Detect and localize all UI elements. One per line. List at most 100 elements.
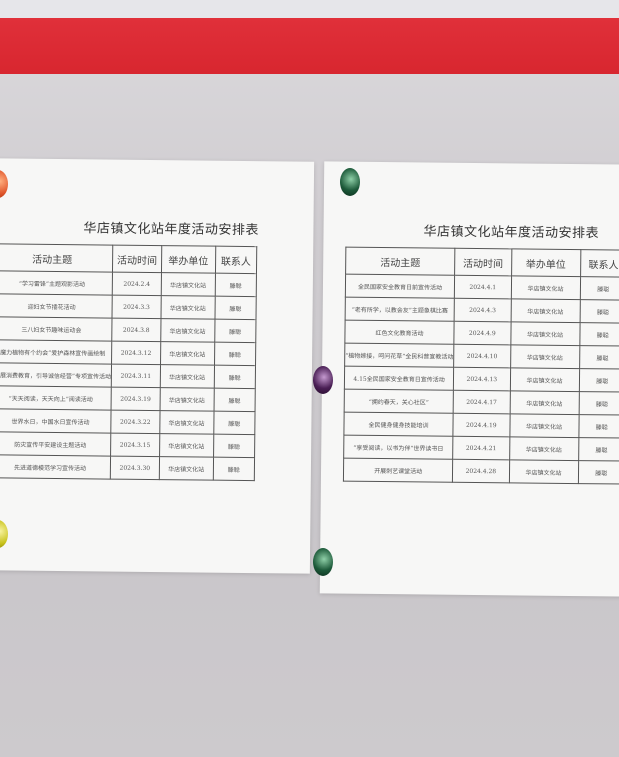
red-band: [0, 18, 619, 74]
table-row: 红色文化教育活动 2024.4.9 华店镇文化站 滕聪: [344, 320, 619, 347]
table-cell: 滕聪: [578, 368, 619, 393]
table-cell: 2024.4.21: [452, 436, 510, 460]
table-cell: “植物嫁接，呵问花草”全民科普宣教活动: [344, 343, 455, 368]
table-cell: 滕聪: [214, 273, 257, 297]
table-cell: 2024.3.11: [111, 364, 161, 388]
table-cell: 2024.4.17: [453, 390, 510, 414]
table-cell: 滕聪: [213, 388, 256, 412]
table-cell: 滕聪: [213, 365, 256, 389]
table-cell: 2024.4.1: [454, 275, 512, 299]
table-cell: “享受阅读，以书为伴”世界读书日: [343, 435, 454, 460]
table-row: 全民健身健身技能培训 2024.4.19 华店镇文化站 滕聪: [343, 412, 619, 439]
table-cell: 2024.4.19: [453, 413, 510, 437]
table-cell: 防灾宣传平安建设主题活动: [0, 431, 111, 457]
table-cell: 华店镇文化站: [510, 298, 580, 323]
table-row: “拥约春天，关心社区” 2024.4.17 华店镇文化站 滕聪: [344, 389, 619, 416]
table-cell: 华店镇文化站: [509, 390, 579, 415]
table-cell: 滕聪: [213, 434, 255, 458]
table-cell: “拥约春天，关心社区”: [344, 389, 454, 414]
column-header: 活动时间: [454, 248, 512, 276]
table-row: 防灾宣传平安建设主题活动 2024.3.15 华店镇文化站 滕聪: [0, 431, 255, 458]
table-cell: 华店镇文化站: [510, 275, 581, 300]
column-header: 联系人: [215, 246, 257, 274]
table-cell: “学习雷锋”主题观影活动: [0, 270, 113, 296]
table-cell: 2024.3.30: [110, 456, 160, 480]
schedule-sheet-right: 华店镇文化站年度活动安排表 活动主题 活动时间 举办单位 联系人 全民国家安全教育日前宣…: [319, 161, 619, 597]
table-cell: 华店镇文化站: [160, 295, 215, 320]
table-cell: 2024.3.3: [112, 295, 161, 319]
table-cell: 滕聪: [579, 322, 619, 347]
table-row: 迎妇女节插花活动 2024.3.3 华店镇文化站 滕聪: [0, 293, 257, 320]
column-header: 举办单位: [161, 245, 216, 274]
table-cell: 迎妇女节插花活动: [0, 293, 113, 319]
table-row: “老有所学，以教会友”主题象棋比赛 2024.4.3 华店镇文化站 滕聪: [345, 297, 619, 324]
table-cell: 先进道德模范学习宣传活动: [0, 454, 111, 480]
magnet-yellow: [0, 520, 8, 548]
table-row: 三八妇女节趣味运动会 2024.3.8 华店镇文化站 滕聪: [0, 316, 256, 343]
table-cell: 华店镇文化站: [158, 456, 214, 481]
magnet-green: [340, 168, 360, 196]
table-row: “开展消费教育，引导诚信经营”专项宣传活动 2024.3.11 华店镇文化站 滕聪: [0, 362, 256, 389]
table-cell: 2024.4.28: [452, 459, 510, 483]
table-cell: 华店镇文化站: [159, 433, 214, 458]
magnet-purple: [313, 366, 333, 394]
table-cell: 2024.3.19: [111, 387, 160, 411]
table-cell: “老有所学，以教会友”主题象棋比赛: [345, 297, 455, 322]
table-cell: 滕聪: [579, 345, 619, 370]
table-row: 先进道德模范学习宣传活动 2024.3.30 华店镇文化站 滕聪: [0, 454, 255, 481]
table-cell: 2024.4.13: [453, 367, 511, 391]
table-cell: 三八妇女节趣味运动会: [0, 316, 113, 342]
sheet-title: 华店镇文化站年度活动安排表: [83, 221, 260, 239]
table-cell: 滕聪: [579, 276, 619, 301]
table-cell: 华店镇文化站: [510, 344, 580, 369]
table-cell: 开展刺艺课堂活动: [343, 458, 453, 483]
magnet-green: [313, 548, 333, 576]
magnet-orange: [0, 170, 8, 198]
table-cell: 华店镇文化站: [159, 364, 215, 389]
table-cell: 华店镇文化站: [160, 341, 215, 366]
schedule-table: 活动主题 活动时间 举办单位 联系人 “学习雷锋”主题观影活动 2024.2.4 华店镇文化…: [0, 243, 257, 481]
table-cell: 滕聪: [579, 299, 619, 324]
table-row: 4.15全民国家安全教育日宣传活动 2024.4.13 华店镇文化站 滕聪: [344, 366, 619, 393]
table-cell: 华店镇文化站: [509, 413, 579, 438]
table-cell: 华店镇文化站: [160, 272, 216, 297]
table-cell: 滕聪: [214, 342, 256, 366]
table-row: “植物嫁接，呵问花草”全民科普宣教活动 2024.4.10 华店镇文化站 滕聪: [344, 343, 619, 370]
table-row: “魔力植物有个约会”爱护森林宣传画绘制 2024.3.12 华店镇文化站 滕聪: [0, 339, 256, 366]
table-cell: 华店镇文化站: [509, 436, 579, 461]
table-cell: 滕聪: [214, 296, 257, 320]
column-header: 活动主题: [0, 243, 113, 273]
table-cell: 华店镇文化站: [159, 387, 214, 412]
table-cell: 2024.3.22: [110, 410, 160, 434]
table-row: 开展刺艺课堂活动 2024.4.28 华店镇文化站 滕聪: [343, 458, 619, 485]
table-cell: “天天阅读，天天向上”阅读活动: [0, 385, 112, 411]
table-row: “学习雷锋”主题观影活动 2024.2.4 华店镇文化站 滕聪: [0, 270, 257, 297]
table-cell: 滕聪: [578, 460, 619, 485]
column-header: 活动主题: [345, 247, 456, 276]
table-cell: 2024.3.12: [111, 341, 161, 365]
table-cell: 滕聪: [578, 391, 619, 416]
table-cell: 2024.4.10: [453, 344, 511, 368]
table-row: 世界水日，中国水日宣传活动 2024.3.22 华店镇文化站 滕聪: [0, 408, 256, 435]
sheet-title: 华店镇文化站年度活动安排表: [423, 224, 600, 242]
table-cell: “开展消费教育，引导诚信经营”专项宣传活动: [0, 362, 112, 388]
table-cell: 2024.4.3: [454, 298, 511, 322]
table-cell: 2024.3.8: [111, 318, 161, 342]
table-cell: 华店镇文化站: [509, 367, 580, 392]
schedule-sheet-left: 华店镇文化站年度活动安排表 活动主题 活动时间 举办单位 联系人 “学习雷锋”主题观影活…: [0, 158, 315, 574]
table-cell: 2024.2.4: [112, 272, 162, 296]
column-header: 举办单位: [511, 248, 581, 277]
table-cell: 4.15全民国家安全教育日宣传活动: [344, 366, 454, 391]
table-row: “享受阅读，以书为伴”世界读书日 2024.4.21 华店镇文化站 滕聪: [343, 435, 619, 462]
table-cell: 全民国家安全教育日前宣传活动: [345, 274, 455, 299]
table-cell: 华店镇文化站: [510, 321, 580, 346]
table-cell: 2024.3.15: [110, 433, 160, 457]
table-cell: 滕聪: [213, 411, 256, 435]
table-cell: 红色文化教育活动: [344, 320, 455, 345]
table-cell: 全民健身健身技能培训: [343, 412, 454, 437]
table-cell: 华店镇文化站: [159, 410, 214, 435]
column-header: 活动时间: [112, 245, 162, 273]
table-row: 全民国家安全教育日前宣传活动 2024.4.1 华店镇文化站 滕聪: [345, 274, 619, 301]
table-cell: 滕聪: [212, 457, 255, 481]
table-cell: 华店镇文化站: [508, 459, 579, 484]
